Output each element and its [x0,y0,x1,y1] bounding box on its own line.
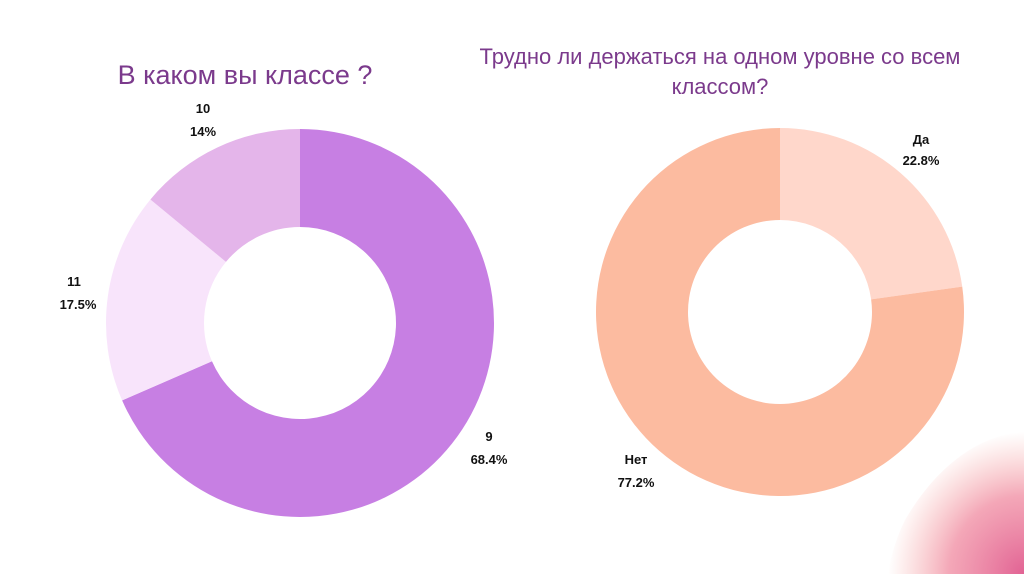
slices-difficulty [596,128,964,497]
donut-slice [105,199,226,401]
slice-value-label: 17.5% [60,297,97,312]
slices-class [105,129,495,518]
slice-value-label: 68.4% [471,452,508,467]
slice-value-label: 14% [190,124,216,139]
donut-slice [596,128,964,497]
slice-name-label: Да [913,132,930,147]
slice-name-label: 9 [485,429,492,444]
slice-value-label: 77.2% [618,475,655,490]
slice-name-label: Нет [625,452,648,467]
donut-slice [122,129,495,518]
chart-title-class: В каком вы классе ? [117,60,373,90]
slice-name-label: 11 [67,274,81,289]
slice-value-label: 22.8% [903,153,940,168]
donut-slice [150,129,300,262]
donut-slice [780,128,963,300]
slice-name-label: 10 [196,101,210,116]
chart-title-difficulty: Трудно ли держаться на одном уровне со в… [479,44,961,99]
